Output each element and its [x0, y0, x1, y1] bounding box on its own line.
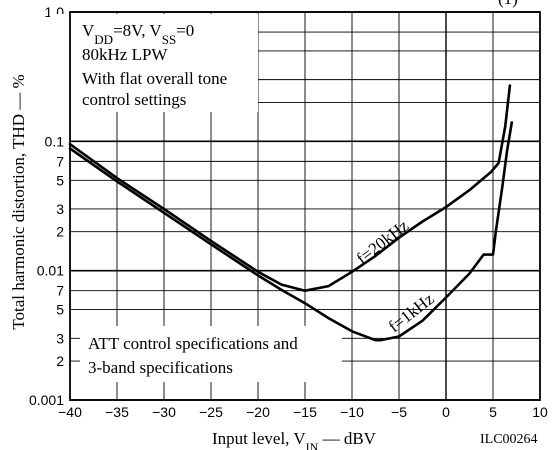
- x-tick-label: 5: [489, 404, 497, 420]
- y-tick-label: 0.01: [37, 263, 64, 279]
- y-tick-label: 3: [56, 201, 64, 217]
- partial-title-text: (1): [498, 0, 518, 8]
- spec-note-line-2: 3-band specifications: [88, 358, 233, 377]
- x-tick-label: −5: [391, 404, 407, 420]
- x-tick-label: 0: [442, 404, 450, 420]
- x-tick-labels: −40 −35 −30 −25 −20 −15 −10 −5 0 5 10: [58, 404, 548, 420]
- y-tick-label: 7: [56, 283, 64, 299]
- y-tick-label: 7: [56, 153, 64, 169]
- x-tick-label: −20: [246, 404, 270, 420]
- conditions-line-4: control settings: [82, 90, 186, 109]
- conditions-line-3: With flat overall tone: [82, 69, 227, 88]
- series-label-20khz: f=20kHz: [353, 216, 413, 269]
- y-tick-label: 3: [56, 330, 64, 346]
- series-line-1khz: [68, 121, 514, 342]
- x-tick-label: −10: [340, 404, 364, 420]
- x-tick-label: 10: [532, 404, 548, 420]
- y-tick-label: 0.1: [45, 133, 65, 149]
- y-tick-label: 2: [56, 224, 64, 240]
- conditions-line-1: VDD=8V, VSS=0: [82, 21, 194, 47]
- y-tick-label: 5: [56, 302, 64, 318]
- y-tick-label: 5: [56, 172, 64, 188]
- x-tick-label: −25: [199, 404, 223, 420]
- conditions-line-2: 80kHz LPW: [82, 45, 168, 64]
- y-axis-title: Total harmonic distortion, THD — %: [9, 74, 28, 329]
- x-tick-label: −30: [152, 404, 176, 420]
- x-tick-label: −15: [293, 404, 317, 420]
- spec-note-line-1: ATT control specifications and: [88, 334, 298, 353]
- y-tick-label: 0.001: [29, 392, 64, 408]
- x-tick-label: −40: [58, 404, 82, 420]
- x-axis-title: Input level, VIN — dBV: [212, 429, 377, 450]
- x-tick-label: −35: [105, 404, 129, 420]
- series-line-20khz: [68, 84, 512, 292]
- spec-note-box-bg: [80, 326, 342, 382]
- plot-frame: [69, 11, 541, 401]
- figure-code: ILC00264: [480, 432, 538, 447]
- series-group: [68, 84, 514, 342]
- conditions-box-bg: [50, 14, 258, 112]
- y-tick-label: 2: [56, 353, 64, 369]
